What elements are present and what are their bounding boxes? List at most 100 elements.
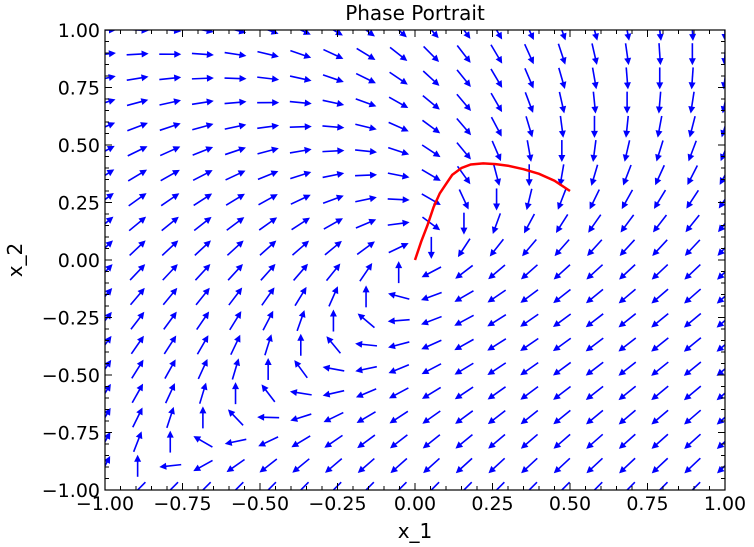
field-arrow <box>618 409 637 425</box>
field-arrow <box>198 30 214 35</box>
field-arrow <box>555 213 569 233</box>
field-arrow <box>193 216 212 232</box>
field-arrow <box>359 263 373 282</box>
field-arrow <box>422 95 440 110</box>
field-arrow <box>160 193 180 207</box>
field-arrow <box>357 434 376 449</box>
field-arrow <box>226 217 245 231</box>
field-arrow <box>355 195 377 203</box>
field-arrow <box>226 458 245 473</box>
field-arrow <box>132 407 143 428</box>
field-arrow <box>388 364 410 374</box>
field-arrow <box>105 240 113 249</box>
field-arrow <box>624 43 632 66</box>
y-tick-label: 0.25 <box>58 193 100 215</box>
field-arrow <box>621 189 634 210</box>
field-arrow <box>290 194 311 205</box>
field-arrow <box>687 165 699 186</box>
x-tick-label: −0.25 <box>308 493 366 515</box>
x-tick-label: 0.50 <box>549 493 591 515</box>
field-arrow <box>490 68 503 88</box>
field-arrow <box>618 313 637 328</box>
field-arrow <box>257 122 280 130</box>
field-arrow <box>193 459 213 472</box>
field-arrow <box>329 309 337 332</box>
field-arrow <box>292 458 310 473</box>
field-arrow <box>420 291 442 301</box>
field-arrow <box>126 50 149 58</box>
field-arrow <box>454 338 474 351</box>
field-arrow <box>688 67 696 90</box>
field-arrow <box>105 335 112 347</box>
field-arrow <box>290 413 312 422</box>
field-arrow <box>590 115 598 138</box>
field-arrow <box>462 481 473 490</box>
field-arrow <box>688 43 696 66</box>
field-arrow <box>397 30 407 38</box>
field-arrow <box>619 264 636 280</box>
field-arrow <box>231 358 241 380</box>
field-arrow <box>585 288 604 304</box>
y-tick-label: −0.25 <box>42 308 100 330</box>
field-arrow <box>488 433 506 449</box>
field-arrow <box>559 30 567 41</box>
field-arrow <box>593 481 603 490</box>
y-axis-label: x_2 <box>3 243 27 278</box>
field-arrow <box>225 193 245 206</box>
field-arrow <box>655 91 663 114</box>
x-tick-label: 0.25 <box>471 493 513 515</box>
field-arrow <box>619 457 636 474</box>
field-arrow <box>457 238 471 258</box>
field-arrow <box>159 98 182 106</box>
field-arrow <box>355 147 377 155</box>
field-arrow <box>651 385 669 401</box>
field-arrow <box>105 407 111 419</box>
field-arrow <box>264 334 273 356</box>
field-arrow <box>105 74 116 82</box>
field-arrow <box>585 385 604 400</box>
field-arrow <box>618 337 637 352</box>
field-arrow <box>296 310 306 332</box>
field-arrow <box>721 30 725 41</box>
field-arrow <box>552 337 572 352</box>
field-arrow <box>224 438 247 446</box>
field-arrow <box>257 413 280 421</box>
field-arrow <box>488 264 506 280</box>
field-arrow <box>520 385 539 400</box>
field-arrow <box>552 361 572 376</box>
field-arrow <box>226 240 244 256</box>
vector-field <box>105 30 725 490</box>
chart-title: Phase Portrait <box>345 1 485 25</box>
field-arrow <box>262 310 274 331</box>
x-tick-label: −0.50 <box>231 493 289 515</box>
field-arrow <box>291 217 311 231</box>
field-arrow <box>423 457 441 474</box>
field-arrow <box>587 239 603 257</box>
field-arrow <box>651 361 669 376</box>
field-arrow <box>294 286 307 307</box>
field-arrow <box>685 214 700 233</box>
field-arrow <box>290 170 312 180</box>
field-arrow <box>322 99 345 107</box>
field-arrow <box>618 385 637 401</box>
field-arrow <box>164 383 176 404</box>
field-arrow <box>553 433 571 449</box>
field-arrow <box>257 99 280 107</box>
x-tick-labels: −1.00 −0.75 −0.50 −0.25 0.00 0.25 0.50 0.75 1.00 <box>76 493 746 515</box>
field-arrow <box>194 264 211 281</box>
field-arrow <box>355 365 377 374</box>
field-arrow <box>651 457 669 474</box>
field-arrow <box>159 146 181 157</box>
field-arrow <box>423 45 440 63</box>
field-arrow <box>558 91 567 114</box>
field-arrow <box>227 409 244 426</box>
field-arrow <box>686 189 700 209</box>
field-arrow <box>619 239 636 256</box>
field-arrow <box>258 436 279 447</box>
field-arrow <box>105 216 114 225</box>
y-tick-label: 1.00 <box>58 20 100 42</box>
field-arrow <box>322 389 345 398</box>
field-arrow <box>558 115 566 138</box>
field-arrow <box>322 194 344 205</box>
field-arrow <box>162 287 178 306</box>
